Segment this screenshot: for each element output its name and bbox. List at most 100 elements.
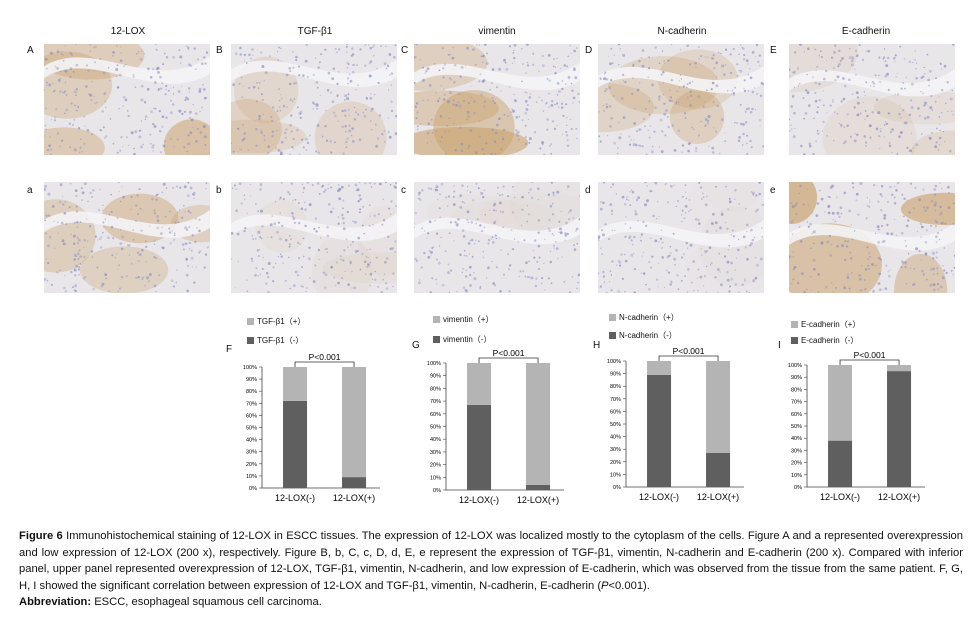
panel-letter-H: H bbox=[593, 340, 601, 351]
y-tick-label: 90% bbox=[430, 374, 441, 380]
micrograph-e bbox=[789, 182, 955, 293]
legend-label: E-cadherin（+） bbox=[801, 320, 861, 329]
y-tick-label: 0% bbox=[249, 486, 257, 492]
legend-negative: E-cadherin（-） bbox=[791, 335, 858, 346]
x-tick-label: 12-LOX(-) bbox=[459, 495, 499, 505]
y-tick-label: 80% bbox=[610, 384, 621, 390]
y-tick-label: 60% bbox=[791, 412, 802, 418]
legend-positive: TGF-β1（+） bbox=[247, 316, 305, 327]
bar-segment-positive bbox=[342, 367, 367, 478]
y-tick-label: 30% bbox=[791, 448, 802, 454]
micrograph-c bbox=[414, 182, 580, 293]
caption-text: Immunohistochemical staining of 12-LOX i… bbox=[19, 530, 963, 592]
y-tick-label: 100% bbox=[243, 365, 257, 371]
y-tick-label: 70% bbox=[610, 397, 621, 403]
legend-swatch-icon bbox=[433, 336, 440, 343]
y-tick-label: 20% bbox=[791, 461, 802, 467]
panel-letter-b: b bbox=[216, 185, 222, 196]
legend-label: TGF-β1（+） bbox=[257, 317, 306, 326]
p-value-label: P<0.001 bbox=[854, 350, 886, 360]
chart-H: 0% 10% 20% 30% 40% 50% 60% 70% 80% 90% 100% 12-LOX(… bbox=[592, 310, 772, 510]
panel-letter-F: F bbox=[226, 344, 233, 355]
p-value-label: P<0.001 bbox=[309, 352, 341, 362]
micrograph-B bbox=[231, 44, 397, 155]
y-tick-label: 70% bbox=[430, 399, 441, 405]
micrograph-a bbox=[44, 182, 210, 293]
x-tick-label: 12-LOX(+) bbox=[333, 493, 375, 503]
significance-bracket bbox=[658, 355, 719, 361]
y-tick-label: 90% bbox=[610, 372, 621, 378]
y-tick-label: 90% bbox=[791, 375, 802, 381]
legend-label: TGF-β1（-） bbox=[257, 336, 304, 345]
y-tick-label: 40% bbox=[246, 438, 257, 444]
y-tick-label: 20% bbox=[430, 463, 441, 469]
x-tick-label: 12-LOX(-) bbox=[820, 492, 860, 502]
y-tick-label: 80% bbox=[246, 389, 257, 395]
panel-letter-e: e bbox=[770, 185, 776, 196]
significance-bracket bbox=[478, 357, 539, 363]
legend-negative: N-cadherin（-） bbox=[609, 330, 677, 341]
y-tick-label: 0% bbox=[613, 485, 621, 491]
y-tick-label: 50% bbox=[430, 425, 441, 431]
y-tick-label: 50% bbox=[610, 422, 621, 428]
y-tick-label: 70% bbox=[246, 401, 257, 407]
caption-text-end: <0.001). bbox=[608, 579, 650, 592]
bar-segment-negative bbox=[283, 400, 308, 488]
panel-letter-I: I bbox=[778, 340, 781, 351]
panel-letter-a: a bbox=[27, 185, 33, 196]
legend-swatch-icon bbox=[791, 321, 798, 328]
chart-I: 0% 10% 20% 30% 40% 50% 60% 70% 80% 90% 100% 12-LOX(… bbox=[777, 310, 957, 510]
y-tick-label: 80% bbox=[791, 387, 802, 393]
y-tick-label: 40% bbox=[430, 437, 441, 443]
significance-bracket bbox=[839, 359, 900, 365]
y-tick-label: 100% bbox=[788, 363, 802, 369]
bar-segment-negative bbox=[647, 374, 672, 487]
chart-F: 0% 10% 20% 30% 40% 50% 60% 70% 80% 90% 100% 12-LOX(… bbox=[222, 310, 402, 510]
y-tick-label: 20% bbox=[610, 460, 621, 466]
y-tick-label: 0% bbox=[433, 488, 441, 494]
legend-swatch-icon bbox=[609, 332, 616, 339]
chart-svg: 0% 10% 20% 30% 40% 50% 60% 70% 80% 90% 100% 12-LOX(… bbox=[788, 350, 925, 502]
bar-segment-positive bbox=[526, 363, 551, 485]
y-tick-label: 0% bbox=[794, 485, 802, 491]
bar-segment-negative bbox=[342, 477, 367, 488]
bar-segment-negative bbox=[887, 371, 912, 487]
x-tick-label: 12-LOX(+) bbox=[697, 492, 739, 502]
y-tick-label: 80% bbox=[430, 386, 441, 392]
column-title-n-cadherin: N-cadherin bbox=[657, 26, 707, 37]
legend-swatch-icon bbox=[791, 337, 798, 344]
y-tick-label: 100% bbox=[427, 361, 441, 367]
panel-letter-d: d bbox=[585, 185, 591, 196]
legend-positive: N-cadherin（+） bbox=[609, 312, 679, 323]
legend-label: E-cadherin（-） bbox=[801, 336, 859, 345]
y-tick-label: 70% bbox=[791, 400, 802, 406]
y-tick-label: 60% bbox=[430, 412, 441, 418]
bar-segment-negative bbox=[526, 484, 551, 490]
chart-svg: 0% 10% 20% 30% 40% 50% 60% 70% 80% 90% 100% 12-LOX(… bbox=[243, 352, 380, 503]
y-tick-label: 50% bbox=[791, 424, 802, 430]
y-tick-label: 40% bbox=[791, 436, 802, 442]
y-tick-label: 60% bbox=[246, 413, 257, 419]
y-tick-label: 50% bbox=[246, 426, 257, 432]
legend-label: vimentin（-） bbox=[443, 335, 492, 344]
y-tick-label: 30% bbox=[610, 447, 621, 453]
bar-segment-positive bbox=[647, 361, 672, 375]
x-tick-label: 12-LOX(-) bbox=[639, 492, 679, 502]
bar-segment-positive bbox=[887, 365, 912, 372]
legend-swatch-icon bbox=[247, 318, 254, 325]
column-title-vimentin: vimentin bbox=[478, 26, 516, 37]
chart-svg: 0% 10% 20% 30% 40% 50% 60% 70% 80% 90% 100% 12-LOX(… bbox=[427, 348, 564, 505]
p-value-label: P<0.001 bbox=[493, 348, 525, 358]
panel-letter-C: C bbox=[401, 45, 409, 56]
legend-positive: E-cadherin（+） bbox=[791, 319, 860, 330]
bar-segment-positive bbox=[467, 363, 492, 405]
y-tick-label: 40% bbox=[610, 435, 621, 441]
significance-bracket bbox=[294, 361, 355, 367]
legend-negative: vimentin（-） bbox=[433, 334, 491, 345]
x-tick-label: 12-LOX(-) bbox=[275, 493, 315, 503]
p-value-label: P<0.001 bbox=[673, 346, 705, 356]
y-tick-label: 100% bbox=[607, 359, 621, 365]
panel-letter-c: c bbox=[401, 185, 406, 196]
caption-label: Figure 6 bbox=[19, 530, 63, 542]
y-tick-label: 10% bbox=[610, 472, 621, 478]
